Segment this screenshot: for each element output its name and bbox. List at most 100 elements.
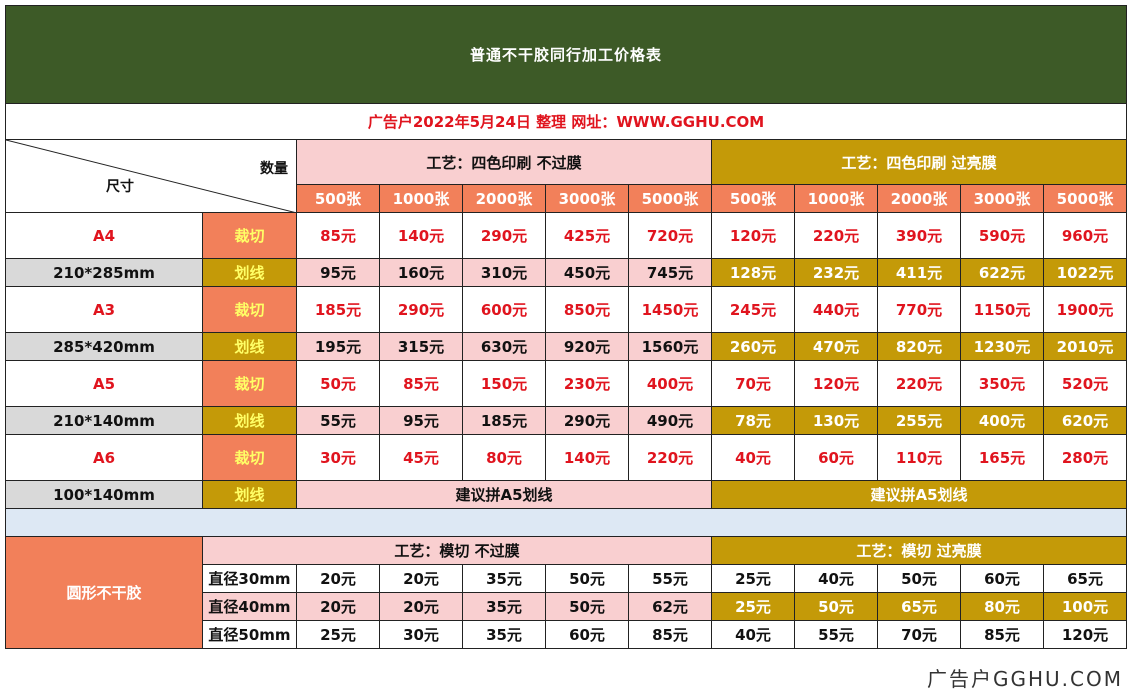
- price-cell: 85元: [296, 212, 380, 259]
- price-cell: 245元: [711, 286, 795, 333]
- price-cell: 290元: [545, 406, 629, 435]
- quantity-header: 500张: [296, 184, 380, 213]
- quantity-header: 3000张: [545, 184, 629, 213]
- quantity-header: 5000张: [628, 184, 712, 213]
- price-cell: 35元: [462, 592, 546, 621]
- size-dimensions: 285*420mm: [5, 332, 203, 361]
- size-label: 尺寸: [106, 179, 134, 195]
- price-cell: 85元: [379, 360, 463, 407]
- price-cell: 315元: [379, 332, 463, 361]
- price-cell: 80元: [462, 434, 546, 481]
- price-cell: 425元: [545, 212, 629, 259]
- price-cell: 45元: [379, 434, 463, 481]
- watermark: 广告户GGHU.COM: [927, 667, 1123, 691]
- round-header-no-film: 工艺：模切 不过膜: [202, 536, 712, 565]
- price-cell: 85元: [960, 620, 1044, 649]
- price-cell: 720元: [628, 212, 712, 259]
- price-cell: 40元: [794, 564, 878, 593]
- price-cell: 220元: [877, 360, 961, 407]
- size-row-line: 285*420mm 划线 195元 315元 630元 920元 1560元 260元 470元…: [5, 332, 1128, 361]
- round-header-gloss: 工艺：模切 过亮膜: [710, 536, 1128, 565]
- price-cell: 110元: [877, 434, 961, 481]
- page-title: 普通不干胶同行加工价格表: [4, 5, 1128, 104]
- price-cell: 185元: [462, 406, 546, 435]
- price-cell: 55元: [296, 406, 380, 435]
- price-cell: 80元: [960, 592, 1044, 621]
- price-cell: 35元: [462, 564, 546, 593]
- price-cell: 520元: [1042, 360, 1128, 407]
- price-cell: 60元: [794, 434, 878, 481]
- price-cell: 255元: [877, 406, 961, 435]
- round-header-row: 圆形不干胶 工艺：模切 不过膜 工艺：模切 过亮膜: [5, 536, 1128, 649]
- price-cell: 490元: [628, 406, 712, 435]
- price-table: 普通不干胶同行加工价格表 广告户2022年5月24日 整理 网址：WWW.GGH…: [4, 5, 1128, 649]
- header-gloss-film: 工艺：四色印刷 过亮膜: [710, 139, 1128, 185]
- price-cell: 290元: [462, 212, 546, 259]
- round-row: 直径40mm 20元 20元 35元 50元 62元 25元 50元 65元 80元 100元: [6, 592, 1128, 621]
- round-row: 直径50mm 25元 30元 35元 60元 85元 40元 55元 70元 85元 120元: [6, 620, 1128, 649]
- price-cell: 40元: [711, 434, 795, 481]
- price-cell: 230元: [545, 360, 629, 407]
- size-dimensions: 210*140mm: [5, 406, 203, 435]
- size-name: A3: [5, 286, 203, 333]
- price-cell: 95元: [379, 406, 463, 435]
- size-name: A5: [5, 360, 203, 407]
- price-cell: 1230元: [960, 332, 1044, 361]
- suggestion-note: 建议拼A5划线: [710, 480, 1128, 509]
- price-cell: 128元: [711, 258, 795, 287]
- quantity-row: 500张 1000张 2000张 3000张 5000张 500张 1000张 2000张 30…: [6, 184, 1128, 213]
- price-cell: 290元: [379, 286, 463, 333]
- price-cell: 1560元: [628, 332, 712, 361]
- price-cell: 60元: [960, 564, 1044, 593]
- price-cell: 50元: [877, 564, 961, 593]
- price-cell: 65元: [877, 592, 961, 621]
- size-row-line: 210*285mm 划线 95元 160元 310元 450元 745元 128元 232元 41…: [5, 258, 1128, 287]
- price-cell: 130元: [794, 406, 878, 435]
- price-cell: 70元: [877, 620, 961, 649]
- process-line-label: 划线: [202, 332, 297, 361]
- price-cell: 70元: [711, 360, 795, 407]
- price-cell: 2010元: [1042, 332, 1128, 361]
- price-cell: 165元: [960, 434, 1044, 481]
- price-cell: 40元: [711, 620, 795, 649]
- price-cell: 160元: [379, 258, 463, 287]
- price-cell: 20元: [379, 592, 463, 621]
- price-cell: 411元: [877, 258, 961, 287]
- quantity-header: 2000张: [877, 184, 961, 213]
- process-cut-label: 裁切: [202, 360, 297, 407]
- quantity-header: 1000张: [379, 184, 463, 213]
- size-dimensions: 100*140mm: [5, 480, 203, 509]
- diameter-label: 直径50mm: [202, 620, 297, 649]
- process-line-label: 划线: [202, 480, 297, 509]
- price-cell: 50元: [545, 564, 629, 593]
- size-name: A4: [5, 212, 203, 259]
- price-cell: 745元: [628, 258, 712, 287]
- price-cell: 440元: [794, 286, 878, 333]
- spacer-cell: [4, 508, 1128, 537]
- price-cell: 140元: [545, 434, 629, 481]
- diagonal-line: [6, 140, 294, 212]
- spacer-row: [4, 508, 1128, 537]
- round-sticker-label: 圆形不干胶: [5, 536, 203, 649]
- price-cell: 25元: [711, 592, 795, 621]
- price-cell: 960元: [1042, 212, 1128, 259]
- size-row-line: 210*140mm 划线 55元 95元 185元 290元 490元 78元 130元 255元…: [5, 406, 1128, 435]
- price-cell: 55元: [794, 620, 878, 649]
- price-cell: 820元: [877, 332, 961, 361]
- price-cell: 622元: [960, 258, 1044, 287]
- size-row-cut: A3 裁切 185元 290元 600元 850元 1450元 245元 440元 770元 115…: [5, 286, 1128, 333]
- price-cell: 600元: [462, 286, 546, 333]
- process-cut-label: 裁切: [202, 212, 297, 259]
- price-cell: 630元: [462, 332, 546, 361]
- price-cell: 185元: [296, 286, 380, 333]
- quantity-header: 2000张: [462, 184, 546, 213]
- price-cell: 20元: [296, 564, 380, 593]
- round-row: 直径30mm 20元 20元 35元 50元 55元 25元 40元 50元 60元 65元: [6, 564, 1128, 593]
- price-cell: 470元: [794, 332, 878, 361]
- process-cut-label: 裁切: [202, 434, 297, 481]
- price-cell: 260元: [711, 332, 795, 361]
- quantity-header: 5000张: [1042, 184, 1128, 213]
- diameter-label: 直径40mm: [202, 592, 297, 621]
- price-cell: 55元: [628, 564, 712, 593]
